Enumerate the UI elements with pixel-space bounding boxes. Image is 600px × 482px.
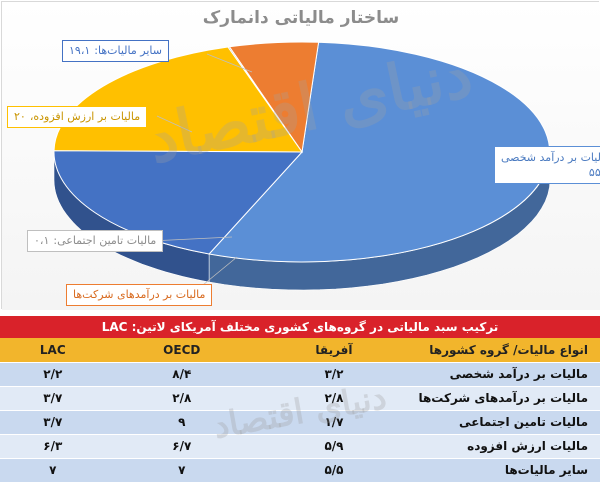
row-label: مالیات بر درآمدهای شرکت‌ها: [410, 386, 600, 411]
header-cell: LAC: [0, 338, 106, 363]
table-cell: ۲/۸: [257, 386, 410, 411]
callout-value: ۵۵،۱: [588, 166, 600, 179]
callout-personal-income: مالیات بر درآمد شخصی ۵۵،۱: [494, 146, 600, 184]
data-table: انواع مالیات/ گروه کشورها آفریقا OECD LA…: [0, 338, 600, 482]
table-cell: ۹: [105, 410, 258, 435]
table-cell: ۳/۷: [0, 386, 106, 411]
callout-social-security: مالیات تامین اجتماعی:۰،۱: [27, 230, 164, 252]
table-header-row: انواع مالیات/ گروه کشورها آفریقا OECD LA…: [0, 338, 600, 363]
pie-slice-4: [53, 150, 304, 255]
table-row: مالیات تامین اجتماعی ۱/۷ ۹ ۳/۷: [0, 410, 600, 435]
table-row: سایر مالیات‌ها ۵/۵ ۷ ۷: [0, 458, 600, 482]
callout-other-taxes: سایر مالیات‌ها:۱۹،۱: [62, 40, 169, 62]
table-cell: ۶/۳: [0, 434, 106, 459]
row-label: مالیات تامین اجتماعی: [410, 410, 600, 435]
callout-vat: مالیات بر ارزش افزوده،۲۰: [7, 106, 148, 128]
leader-line-0: [206, 53, 253, 73]
callout-label: سایر مالیات‌ها: [98, 44, 162, 57]
table-cell: ۵/۵: [257, 458, 410, 482]
header-cell: انواع مالیات/ گروه کشورها: [410, 338, 600, 363]
header-cell: آفریقا: [257, 338, 410, 363]
callout-value: ۱۹،۱: [69, 44, 91, 57]
leader-line-1: [156, 115, 193, 133]
chart-panel: ساختار مالیاتی دانمارک سایر مالیات‌ها:۱۹…: [1, 1, 600, 310]
callout-corporate-income: مالیات بر درآمدهای شرکت‌ها: [66, 284, 213, 306]
callout-label: مالیات بر درآمد شخصی: [501, 151, 600, 164]
table-cell: ۲/۲: [0, 362, 106, 387]
row-label: سایر مالیات‌ها: [410, 458, 600, 482]
table-cell: ۶/۷: [105, 434, 258, 459]
table-cell: ۲/۸: [105, 386, 258, 411]
callout-label: مالیات بر درآمدهای شرکت‌ها: [73, 288, 206, 301]
callout-label: مالیات تامین اجتماعی: [57, 234, 157, 247]
table-cell: ۷: [105, 458, 258, 482]
row-label: مالیات بر درآمد شخصی: [410, 362, 600, 387]
table-row: مالیات بر درآمدهای شرکت‌ها ۲/۸ ۲/۸ ۳/۷: [0, 386, 600, 411]
table-row: مالیات ارزش افزوده ۵/۹ ۶/۷ ۶/۳: [0, 434, 600, 459]
row-label: مالیات ارزش افزوده: [410, 434, 600, 459]
callout-label: مالیات بر ارزش افزوده: [33, 110, 141, 123]
tax-comparison-table: ترکیب سبد مالیاتی در گروه‌های کشوری مختل…: [0, 316, 600, 482]
table-row: مالیات بر درآمد شخصی ۳/۲ ۸/۴ ۲/۲: [0, 362, 600, 387]
callout-value: ۲۰: [14, 110, 26, 123]
table-cell: ۷: [0, 458, 106, 482]
table-title: ترکیب سبد مالیاتی در گروه‌های کشوری مختل…: [0, 316, 600, 338]
chart-title: ساختار مالیاتی دانمارک: [202, 8, 400, 28]
callout-value: ۰،۱: [34, 234, 50, 247]
table-cell: ۵/۹: [257, 434, 410, 459]
table-cell: ۱/۷: [257, 410, 410, 435]
table-cell: ۳/۲: [257, 362, 410, 387]
table-cell: ۸/۴: [105, 362, 258, 387]
header-cell: OECD: [105, 338, 258, 363]
table-cell: ۳/۷: [0, 410, 106, 435]
